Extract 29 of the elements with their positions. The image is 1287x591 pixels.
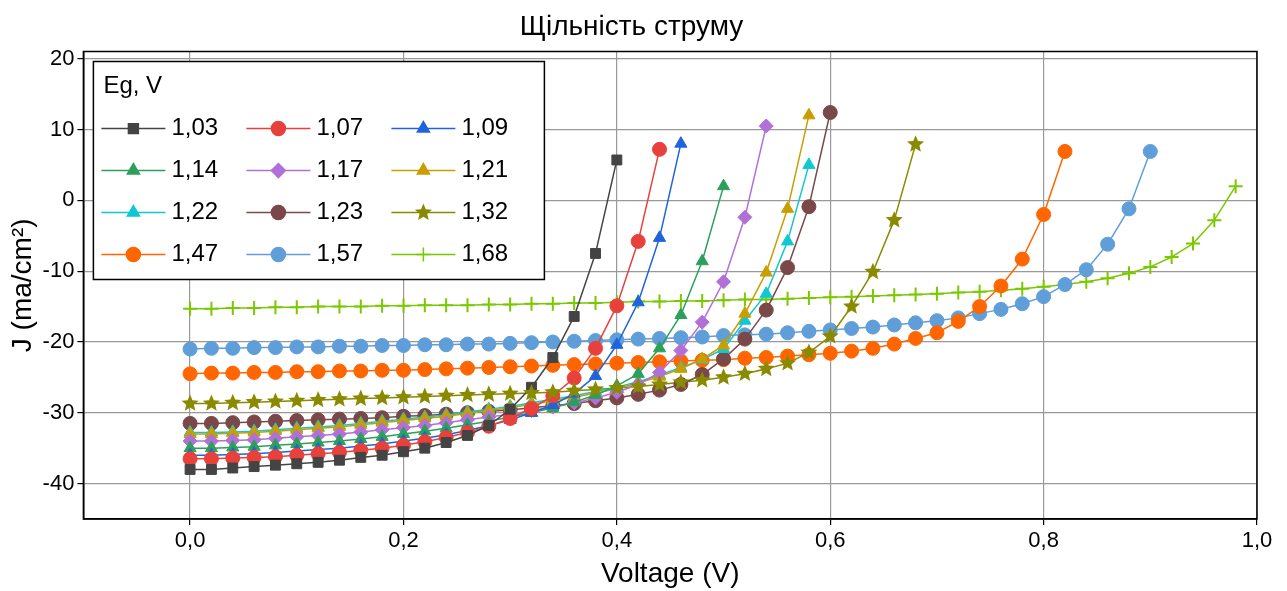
legend-label: 1,03 xyxy=(171,113,219,141)
y-tick-label: -20 xyxy=(42,328,75,354)
y-tick-label: -30 xyxy=(42,398,75,424)
x-tick-label: 0,2 xyxy=(388,527,419,553)
x-axis-title: Voltage (V) xyxy=(600,556,740,588)
chart-title: Щільність струму xyxy=(519,9,744,41)
legend-label: 1,14 xyxy=(171,155,219,183)
y-tick-label: 10 xyxy=(49,115,75,141)
legend-label: 1,22 xyxy=(171,197,219,225)
legend-label: 1,23 xyxy=(316,197,364,225)
x-tick-label: 1,0 xyxy=(1241,527,1273,553)
legend-label: 1,17 xyxy=(316,155,364,183)
legend-label: 1,09 xyxy=(461,113,509,141)
y-tick-label: -40 xyxy=(42,469,75,495)
y-tick-label: -10 xyxy=(42,257,75,283)
x-tick-label: 0,4 xyxy=(601,527,633,553)
legend-title: Eg, V xyxy=(103,71,163,99)
x-tick-label: 0,8 xyxy=(1028,527,1059,553)
legend-label: 1,57 xyxy=(316,239,364,267)
legend-label: 1,47 xyxy=(171,239,219,267)
y-axis-title: J (ma/cm²) xyxy=(5,218,37,353)
legend-label: 1,32 xyxy=(461,197,509,225)
legend-label: 1,07 xyxy=(316,113,364,141)
legend-label: 1,68 xyxy=(461,239,509,267)
x-tick-label: 0,0 xyxy=(174,527,206,553)
y-tick-label: 20 xyxy=(49,44,75,70)
x-tick-label: 0,6 xyxy=(814,527,846,553)
y-tick-label: 0 xyxy=(62,186,75,212)
legend-label: 1,21 xyxy=(461,155,509,183)
